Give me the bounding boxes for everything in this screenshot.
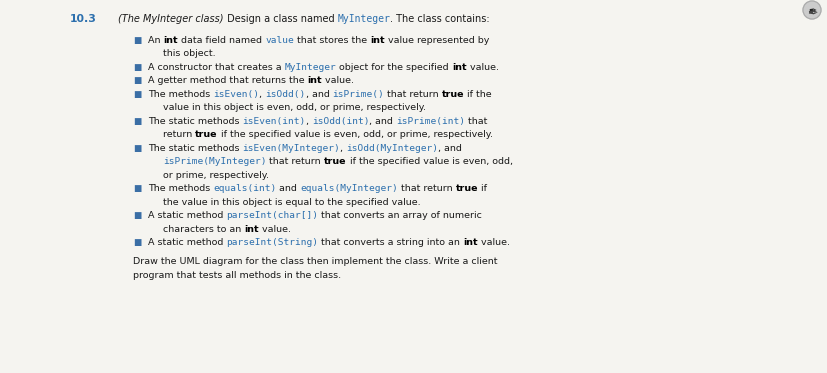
Text: , and: , and: [305, 90, 332, 98]
Text: true: true: [323, 157, 347, 166]
Text: ✒: ✒: [807, 6, 815, 16]
Text: value.: value.: [466, 63, 498, 72]
Text: true: true: [442, 90, 464, 98]
Text: program that tests all methods in the class.: program that tests all methods in the cl…: [133, 270, 341, 279]
Text: isOdd(MyInteger): isOdd(MyInteger): [346, 144, 437, 153]
Text: parseInt(String): parseInt(String): [226, 238, 318, 247]
Text: ■: ■: [133, 63, 141, 72]
Text: if the specified value is even, odd,: if the specified value is even, odd,: [347, 157, 512, 166]
Text: isPrime(MyInteger): isPrime(MyInteger): [163, 157, 266, 166]
Text: that: that: [465, 117, 487, 126]
Text: value: value: [265, 35, 294, 45]
Text: value.: value.: [477, 238, 509, 247]
Text: and: and: [276, 184, 300, 193]
Text: if the specified value is even, odd, or prime, respectively.: if the specified value is even, odd, or …: [218, 130, 492, 139]
Text: ■: ■: [133, 90, 141, 98]
Text: or prime, respectively.: or prime, respectively.: [163, 170, 269, 180]
Text: ✒: ✒: [805, 8, 816, 21]
Text: (The MyInteger class): (The MyInteger class): [118, 14, 223, 24]
Text: that converts an array of numeric: that converts an array of numeric: [318, 211, 481, 220]
Text: that converts a string into an: that converts a string into an: [318, 238, 462, 247]
Text: A constructor that creates a: A constructor that creates a: [148, 63, 284, 72]
Text: ■: ■: [133, 211, 141, 220]
Text: int: int: [244, 225, 259, 233]
Text: the value in this object is equal to the specified value.: the value in this object is equal to the…: [163, 198, 420, 207]
Text: MyInteger: MyInteger: [337, 14, 390, 24]
Text: if the: if the: [464, 90, 491, 98]
Text: ,: ,: [305, 117, 312, 126]
Text: int: int: [452, 63, 466, 72]
Text: , and: , and: [369, 117, 395, 126]
Text: that stores the: that stores the: [294, 35, 370, 45]
Text: if: if: [478, 184, 486, 193]
Text: object for the specified: object for the specified: [336, 63, 452, 72]
Text: A static method: A static method: [148, 238, 226, 247]
Text: ■: ■: [133, 238, 141, 247]
Circle shape: [802, 1, 820, 19]
Text: int: int: [462, 238, 477, 247]
Text: ■: ■: [133, 76, 141, 85]
Text: true: true: [455, 184, 478, 193]
Text: isOdd(): isOdd(): [265, 90, 305, 98]
Text: data field named: data field named: [178, 35, 265, 45]
Text: true: true: [195, 130, 218, 139]
Text: ,: ,: [340, 144, 346, 153]
Text: value in this object is even, odd, or prime, respectively.: value in this object is even, odd, or pr…: [163, 103, 425, 112]
Text: ■: ■: [133, 35, 141, 45]
Text: this object.: this object.: [163, 49, 215, 58]
Text: Draw the UML diagram for the class then implement the class. Write a client: Draw the UML diagram for the class then …: [133, 257, 497, 266]
Text: 10.3: 10.3: [70, 14, 97, 24]
Text: parseInt(char[]): parseInt(char[]): [226, 211, 318, 220]
Text: The methods: The methods: [148, 184, 213, 193]
Text: int: int: [163, 35, 178, 45]
Text: isEven(int): isEven(int): [242, 117, 305, 126]
Text: A getter method that returns the: A getter method that returns the: [148, 76, 308, 85]
Text: that return: that return: [266, 157, 323, 166]
Text: ,: ,: [259, 90, 265, 98]
Text: . The class contains:: . The class contains:: [390, 14, 489, 24]
Text: equals(int): equals(int): [213, 184, 276, 193]
Text: The methods: The methods: [148, 90, 213, 98]
Text: value represented by: value represented by: [385, 35, 489, 45]
Text: value.: value.: [322, 76, 354, 85]
Text: MyInteger: MyInteger: [284, 63, 336, 72]
Text: isPrime(int): isPrime(int): [395, 117, 465, 126]
Text: return: return: [163, 130, 195, 139]
Text: , and: , and: [437, 144, 461, 153]
Text: isPrime(): isPrime(): [332, 90, 384, 98]
Text: that return: that return: [398, 184, 455, 193]
Text: Design a class named: Design a class named: [223, 14, 337, 24]
Text: isEven(MyInteger): isEven(MyInteger): [242, 144, 340, 153]
Text: An: An: [148, 35, 163, 45]
Text: ■: ■: [133, 144, 141, 153]
Text: int: int: [308, 76, 322, 85]
Text: equals(MyInteger): equals(MyInteger): [300, 184, 398, 193]
Text: characters to an: characters to an: [163, 225, 244, 233]
Text: value.: value.: [259, 225, 290, 233]
Text: ■: ■: [133, 117, 141, 126]
Text: isOdd(int): isOdd(int): [312, 117, 369, 126]
Text: The static methods: The static methods: [148, 144, 242, 153]
Text: The static methods: The static methods: [148, 117, 242, 126]
Text: that return: that return: [384, 90, 442, 98]
Text: ■: ■: [133, 184, 141, 193]
Text: isEven(): isEven(): [213, 90, 259, 98]
Text: A static method: A static method: [148, 211, 226, 220]
Text: int: int: [370, 35, 385, 45]
